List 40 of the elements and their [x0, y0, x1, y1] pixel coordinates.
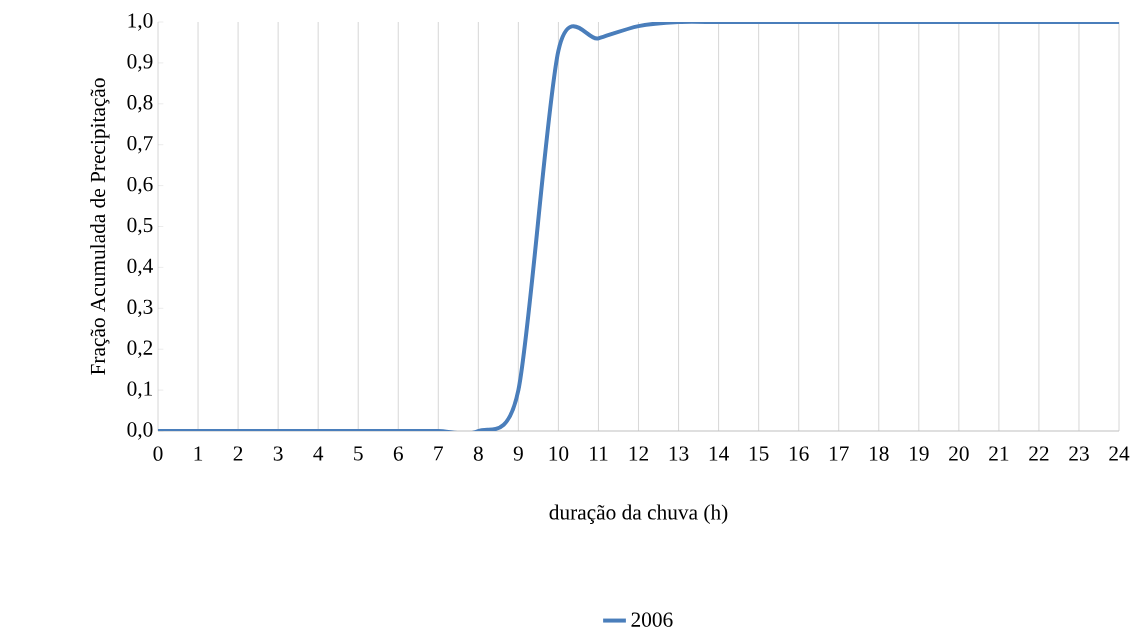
x-tick-label: 20 [949, 446, 969, 461]
y-tick-label: 0,4 [127, 258, 153, 277]
x-tick-label: 9 [513, 446, 523, 461]
x-tick-label: 18 [869, 446, 889, 461]
y-tick-label: 1,0 [128, 13, 153, 31]
x-tick-label: 12 [629, 446, 648, 461]
legend-label: 2006 [631, 612, 673, 627]
y-tick-label: 0,6 [127, 176, 153, 195]
y-tick-label: 0,1 [127, 381, 153, 399]
y-tick-label: 0,7 [127, 135, 153, 154]
x-tick-label: 0 [153, 446, 163, 461]
y-axis-title: Fração Acumulada de Precipitação [90, 78, 110, 375]
x-tick-label: 11 [590, 446, 608, 461]
y-tick-label: 0,3 [127, 299, 153, 318]
x-tick-label: 10 [549, 446, 569, 461]
x-tick-label: 15 [749, 446, 769, 461]
x-tick-label: 14 [709, 446, 729, 461]
x-tick-label: 13 [669, 446, 689, 461]
x-tick-label: 6 [393, 446, 403, 461]
x-tick-label: 4 [313, 446, 324, 461]
x-tick-label: 21 [989, 446, 1009, 461]
x-tick-label: 2 [233, 446, 243, 461]
x-tick-label: 5 [354, 446, 363, 461]
x-tick-label: 19 [910, 446, 929, 461]
y-tick-label: 0,9 [127, 54, 153, 72]
x-axis-title: duração da chuva (h) [549, 504, 728, 524]
line-series [158, 22, 1120, 431]
x-tick-label: 3 [273, 446, 283, 461]
y-tick-label: 0,8 [127, 95, 153, 113]
x-tick-label: 8 [473, 446, 483, 461]
x-tick-label: 23 [1069, 446, 1089, 461]
x-tick-label: 22 [1029, 446, 1049, 461]
x-tick-label: 1 [194, 446, 203, 461]
x-tick-label: 7 [434, 446, 444, 461]
y-tick-label: 0,2 [127, 340, 153, 358]
x-tick-label: 17 [829, 446, 849, 461]
y-tick-label: 0,0 [127, 422, 153, 440]
y-tick-label: 0,5 [127, 217, 153, 236]
x-tick-label: 16 [789, 446, 809, 461]
x-tick-label: 24 [1109, 446, 1130, 461]
